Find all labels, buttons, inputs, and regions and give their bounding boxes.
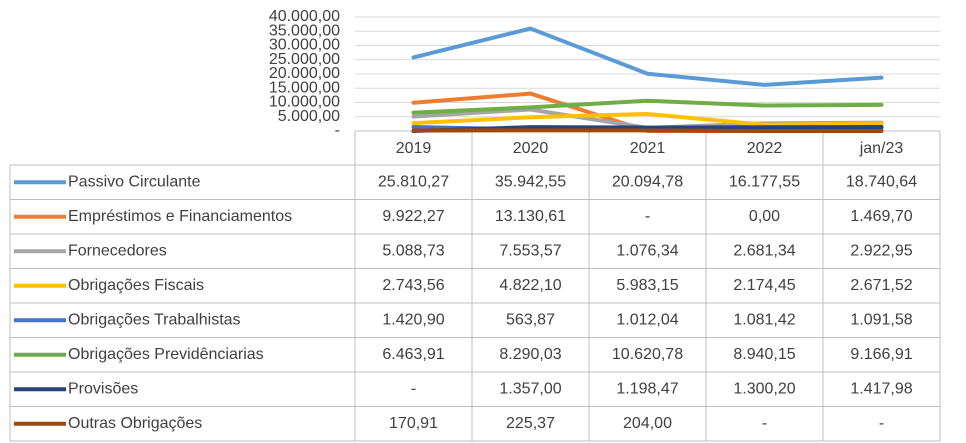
table-cell: 10.620,78 xyxy=(612,346,683,363)
y-tick-label: 35.000,00 xyxy=(269,22,340,39)
table-cell: 1.091,58 xyxy=(850,311,912,328)
legend-label: Obrigações Fiscais xyxy=(68,277,204,294)
table-cell: 563,87 xyxy=(506,311,555,328)
table-cell: - xyxy=(411,380,416,397)
table-cell: 5.983,15 xyxy=(616,277,678,294)
table-cell: 1.076,34 xyxy=(616,242,678,259)
x-tick-label: 2019 xyxy=(396,140,432,157)
x-tick-label: jan/23 xyxy=(859,140,904,157)
table-cell: 9.166,91 xyxy=(850,346,912,363)
table-cell: 170,91 xyxy=(389,415,438,432)
table-cell: 35.942,55 xyxy=(495,173,566,190)
table-cell: 1.012,04 xyxy=(616,311,678,328)
table-cell: 1.417,98 xyxy=(850,380,912,397)
table-cell: 7.553,57 xyxy=(499,242,561,259)
y-tick-label: 40.000,00 xyxy=(269,8,340,25)
table-cell: 204,00 xyxy=(623,415,672,432)
x-tick-label: 2022 xyxy=(747,140,783,157)
table-cell: 8.290,03 xyxy=(499,346,561,363)
y-tick-label: 5.000,00 xyxy=(278,108,340,125)
table-cell: 1.081,42 xyxy=(733,311,795,328)
table-cell: 1.420,90 xyxy=(382,311,444,328)
legend-label: Fornecedores xyxy=(68,242,167,259)
y-tick-label: 10.000,00 xyxy=(269,94,340,111)
series-line xyxy=(411,111,884,127)
table-cell: 8.940,15 xyxy=(733,346,795,363)
table-cell: 16.177,55 xyxy=(729,173,800,190)
table-cell: 1.198,47 xyxy=(616,380,678,397)
table-cell: 2.174,45 xyxy=(733,277,795,294)
table-cell: 1.357,00 xyxy=(499,380,561,397)
series-line xyxy=(411,26,884,87)
legend-label: Passivo Circulante xyxy=(68,173,201,190)
table-cell: 9.922,27 xyxy=(382,208,444,225)
y-tick-label: 15.000,00 xyxy=(269,79,340,96)
table-cell: 225,37 xyxy=(506,415,555,432)
table-cell: 5.088,73 xyxy=(382,242,444,259)
table-cell: 4.822,10 xyxy=(499,277,561,294)
table-cell: - xyxy=(645,208,650,225)
table-cell: 25.810,27 xyxy=(378,173,449,190)
legend-label: Obrigações Trabalhistas xyxy=(68,311,241,328)
y-tick-label: 25.000,00 xyxy=(269,51,340,68)
y-tick-label: 20.000,00 xyxy=(269,65,340,82)
table-cell: 1.469,70 xyxy=(850,208,912,225)
y-tick-label: 30.000,00 xyxy=(269,37,340,54)
table-cell: 20.094,78 xyxy=(612,173,683,190)
table-cell: 2.922,95 xyxy=(850,242,912,259)
x-tick-label: 2021 xyxy=(630,140,666,157)
table-cell: 2.681,34 xyxy=(733,242,795,259)
table-cell: - xyxy=(879,415,884,432)
legend-label: Empréstimos e Financiamentos xyxy=(68,208,292,225)
legend-label: Provisões xyxy=(68,380,138,397)
y-tick-label: - xyxy=(335,122,340,139)
series-line xyxy=(411,128,884,133)
table-cell: - xyxy=(762,415,767,432)
table-cell: 6.463,91 xyxy=(382,346,444,363)
series-line xyxy=(411,98,884,115)
legend-label: Outras Obrigações xyxy=(68,415,202,432)
table-cell: 18.740,64 xyxy=(846,173,917,190)
x-tick-label: 2020 xyxy=(513,140,549,157)
table-cell: 13.130,61 xyxy=(495,208,566,225)
table-cell: 0,00 xyxy=(749,208,780,225)
legend-label: Obrigações Previdênciarias xyxy=(68,346,264,363)
table-cell: 2.671,52 xyxy=(850,277,912,294)
table-cell: 2.743,56 xyxy=(382,277,444,294)
table-cell: 1.300,20 xyxy=(733,380,795,397)
